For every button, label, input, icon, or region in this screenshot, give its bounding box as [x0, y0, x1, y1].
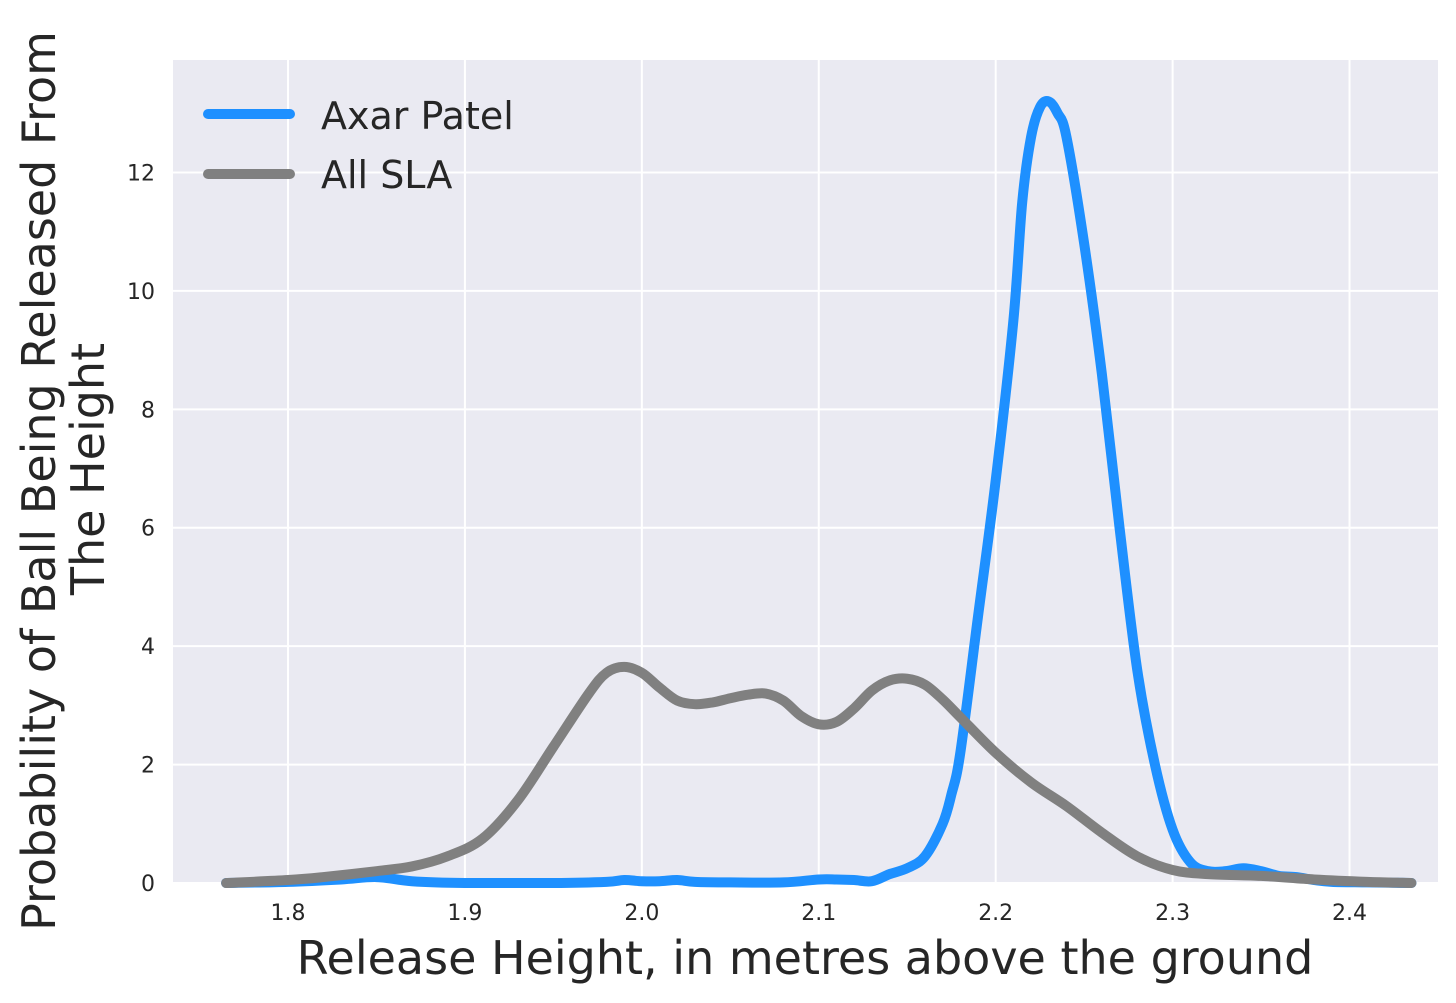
y-gridlines	[173, 171, 1438, 884]
y-tick-label: 2	[141, 754, 155, 779]
series-line-all-sla	[221, 661, 1417, 888]
y-axis-title-line-1: Probability of Ball Being Released From	[12, 31, 66, 931]
legend: Axar Patel All SLA	[203, 94, 514, 197]
y-tick-labels: 0 2 4 6 8 10 12	[127, 161, 155, 897]
y-axis-title-line-2: The Height	[61, 343, 115, 596]
x-tick-label: 2.2	[978, 901, 1013, 926]
legend-label-all-sla: All SLA	[321, 153, 452, 197]
x-tick-label: 1.8	[271, 901, 306, 926]
series-lines	[221, 96, 1417, 889]
legend-label-axar-patel: Axar Patel	[321, 94, 514, 138]
x-tick-label: 2.3	[1155, 901, 1190, 926]
y-tick-label: 10	[127, 280, 155, 305]
y-tick-label: 12	[127, 161, 155, 186]
y-tick-label: 6	[141, 517, 155, 542]
x-tick-label: 2.0	[624, 901, 659, 926]
plot-background	[173, 60, 1438, 883]
x-gridlines	[287, 60, 1351, 883]
y-tick-label: 0	[141, 872, 155, 897]
x-tick-label: 1.9	[447, 901, 482, 926]
x-axis-title: Release Height, in metres above the grou…	[297, 931, 1314, 985]
y-tick-label: 8	[141, 398, 155, 423]
x-tick-labels: 1.8 1.9 2.0 2.1 2.2 2.3 2.4	[271, 901, 1368, 926]
y-tick-label: 4	[141, 635, 155, 660]
x-tick-label: 2.1	[801, 901, 836, 926]
x-tick-label: 2.4	[1332, 901, 1367, 926]
